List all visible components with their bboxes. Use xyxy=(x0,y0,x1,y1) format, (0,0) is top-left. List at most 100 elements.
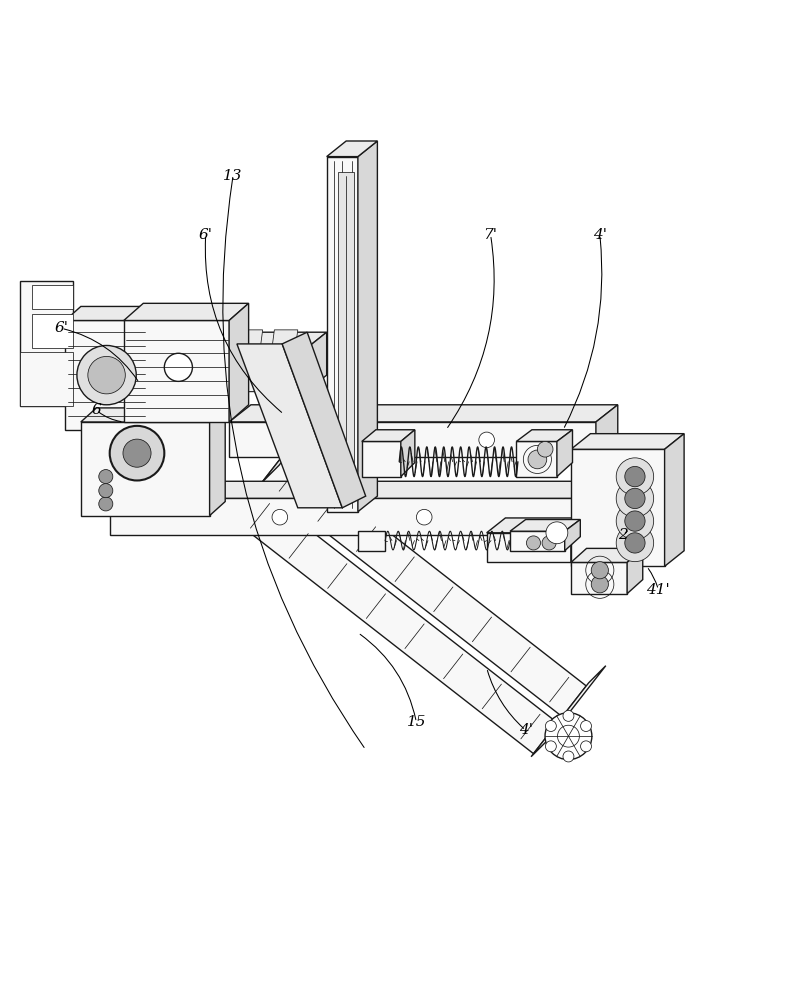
Circle shape xyxy=(479,432,494,448)
Polygon shape xyxy=(262,435,303,483)
Polygon shape xyxy=(327,157,358,512)
Text: 2: 2 xyxy=(619,528,628,542)
Circle shape xyxy=(99,484,113,498)
Polygon shape xyxy=(358,531,385,551)
Polygon shape xyxy=(580,481,602,535)
Circle shape xyxy=(625,466,645,487)
Polygon shape xyxy=(229,422,596,457)
Polygon shape xyxy=(571,434,684,449)
Circle shape xyxy=(546,522,567,544)
Circle shape xyxy=(545,721,556,731)
Circle shape xyxy=(616,502,654,540)
Circle shape xyxy=(591,562,608,579)
Circle shape xyxy=(625,511,645,531)
Polygon shape xyxy=(210,408,226,516)
Circle shape xyxy=(527,536,541,550)
Polygon shape xyxy=(237,344,342,508)
Polygon shape xyxy=(571,562,627,594)
Polygon shape xyxy=(81,422,210,516)
Circle shape xyxy=(545,713,592,760)
Polygon shape xyxy=(362,441,401,477)
Polygon shape xyxy=(401,430,415,477)
Polygon shape xyxy=(32,314,73,348)
Polygon shape xyxy=(272,348,296,391)
Polygon shape xyxy=(327,141,377,157)
Circle shape xyxy=(616,458,654,495)
Circle shape xyxy=(625,488,645,509)
Polygon shape xyxy=(32,285,73,309)
Text: 7': 7' xyxy=(483,228,498,242)
Polygon shape xyxy=(65,306,163,320)
Polygon shape xyxy=(571,548,643,562)
Circle shape xyxy=(581,741,592,752)
Polygon shape xyxy=(487,533,571,562)
Polygon shape xyxy=(123,320,229,422)
Polygon shape xyxy=(233,472,274,520)
Polygon shape xyxy=(282,332,365,508)
Circle shape xyxy=(545,741,556,752)
Circle shape xyxy=(557,725,579,747)
Polygon shape xyxy=(307,332,327,391)
Circle shape xyxy=(538,441,553,457)
Circle shape xyxy=(99,470,113,484)
Polygon shape xyxy=(510,531,564,551)
Polygon shape xyxy=(167,330,193,348)
Polygon shape xyxy=(167,348,190,391)
Polygon shape xyxy=(202,348,226,391)
Polygon shape xyxy=(571,449,665,566)
Polygon shape xyxy=(564,520,580,551)
Polygon shape xyxy=(596,405,618,457)
Text: 15: 15 xyxy=(406,715,426,729)
Polygon shape xyxy=(627,548,643,594)
Text: 6': 6' xyxy=(199,228,213,242)
Circle shape xyxy=(616,480,654,517)
Polygon shape xyxy=(229,405,618,422)
Circle shape xyxy=(417,509,432,525)
Polygon shape xyxy=(516,441,557,477)
Polygon shape xyxy=(229,303,248,422)
Polygon shape xyxy=(123,303,248,320)
Polygon shape xyxy=(20,352,73,406)
Circle shape xyxy=(110,426,164,480)
Polygon shape xyxy=(202,330,227,348)
Polygon shape xyxy=(487,518,590,533)
Polygon shape xyxy=(272,330,298,348)
Circle shape xyxy=(77,345,136,405)
Text: 13: 13 xyxy=(223,169,243,183)
Circle shape xyxy=(581,721,592,731)
Polygon shape xyxy=(139,348,307,391)
Text: 4': 4' xyxy=(593,228,607,242)
Polygon shape xyxy=(111,481,602,498)
Polygon shape xyxy=(237,330,263,348)
Text: 41': 41' xyxy=(646,583,670,597)
Polygon shape xyxy=(665,434,684,566)
Circle shape xyxy=(164,353,193,381)
Circle shape xyxy=(542,536,556,550)
Circle shape xyxy=(88,356,125,394)
Text: 6': 6' xyxy=(54,321,68,335)
Polygon shape xyxy=(65,320,147,430)
Polygon shape xyxy=(571,518,590,562)
Polygon shape xyxy=(516,430,572,441)
Polygon shape xyxy=(81,408,226,422)
Polygon shape xyxy=(531,666,606,757)
Polygon shape xyxy=(262,452,586,717)
Polygon shape xyxy=(111,498,580,535)
Polygon shape xyxy=(362,430,415,441)
Polygon shape xyxy=(557,430,572,477)
Polygon shape xyxy=(510,520,580,531)
Polygon shape xyxy=(338,172,354,492)
Circle shape xyxy=(272,509,288,525)
Text: 6: 6 xyxy=(91,403,101,417)
Polygon shape xyxy=(358,141,377,512)
Circle shape xyxy=(99,497,113,511)
Circle shape xyxy=(625,533,645,553)
Polygon shape xyxy=(237,348,260,391)
Circle shape xyxy=(616,524,654,562)
Polygon shape xyxy=(147,306,163,430)
Circle shape xyxy=(563,710,574,721)
Circle shape xyxy=(591,576,608,593)
Polygon shape xyxy=(139,332,327,348)
Circle shape xyxy=(123,439,151,467)
Polygon shape xyxy=(20,281,73,406)
